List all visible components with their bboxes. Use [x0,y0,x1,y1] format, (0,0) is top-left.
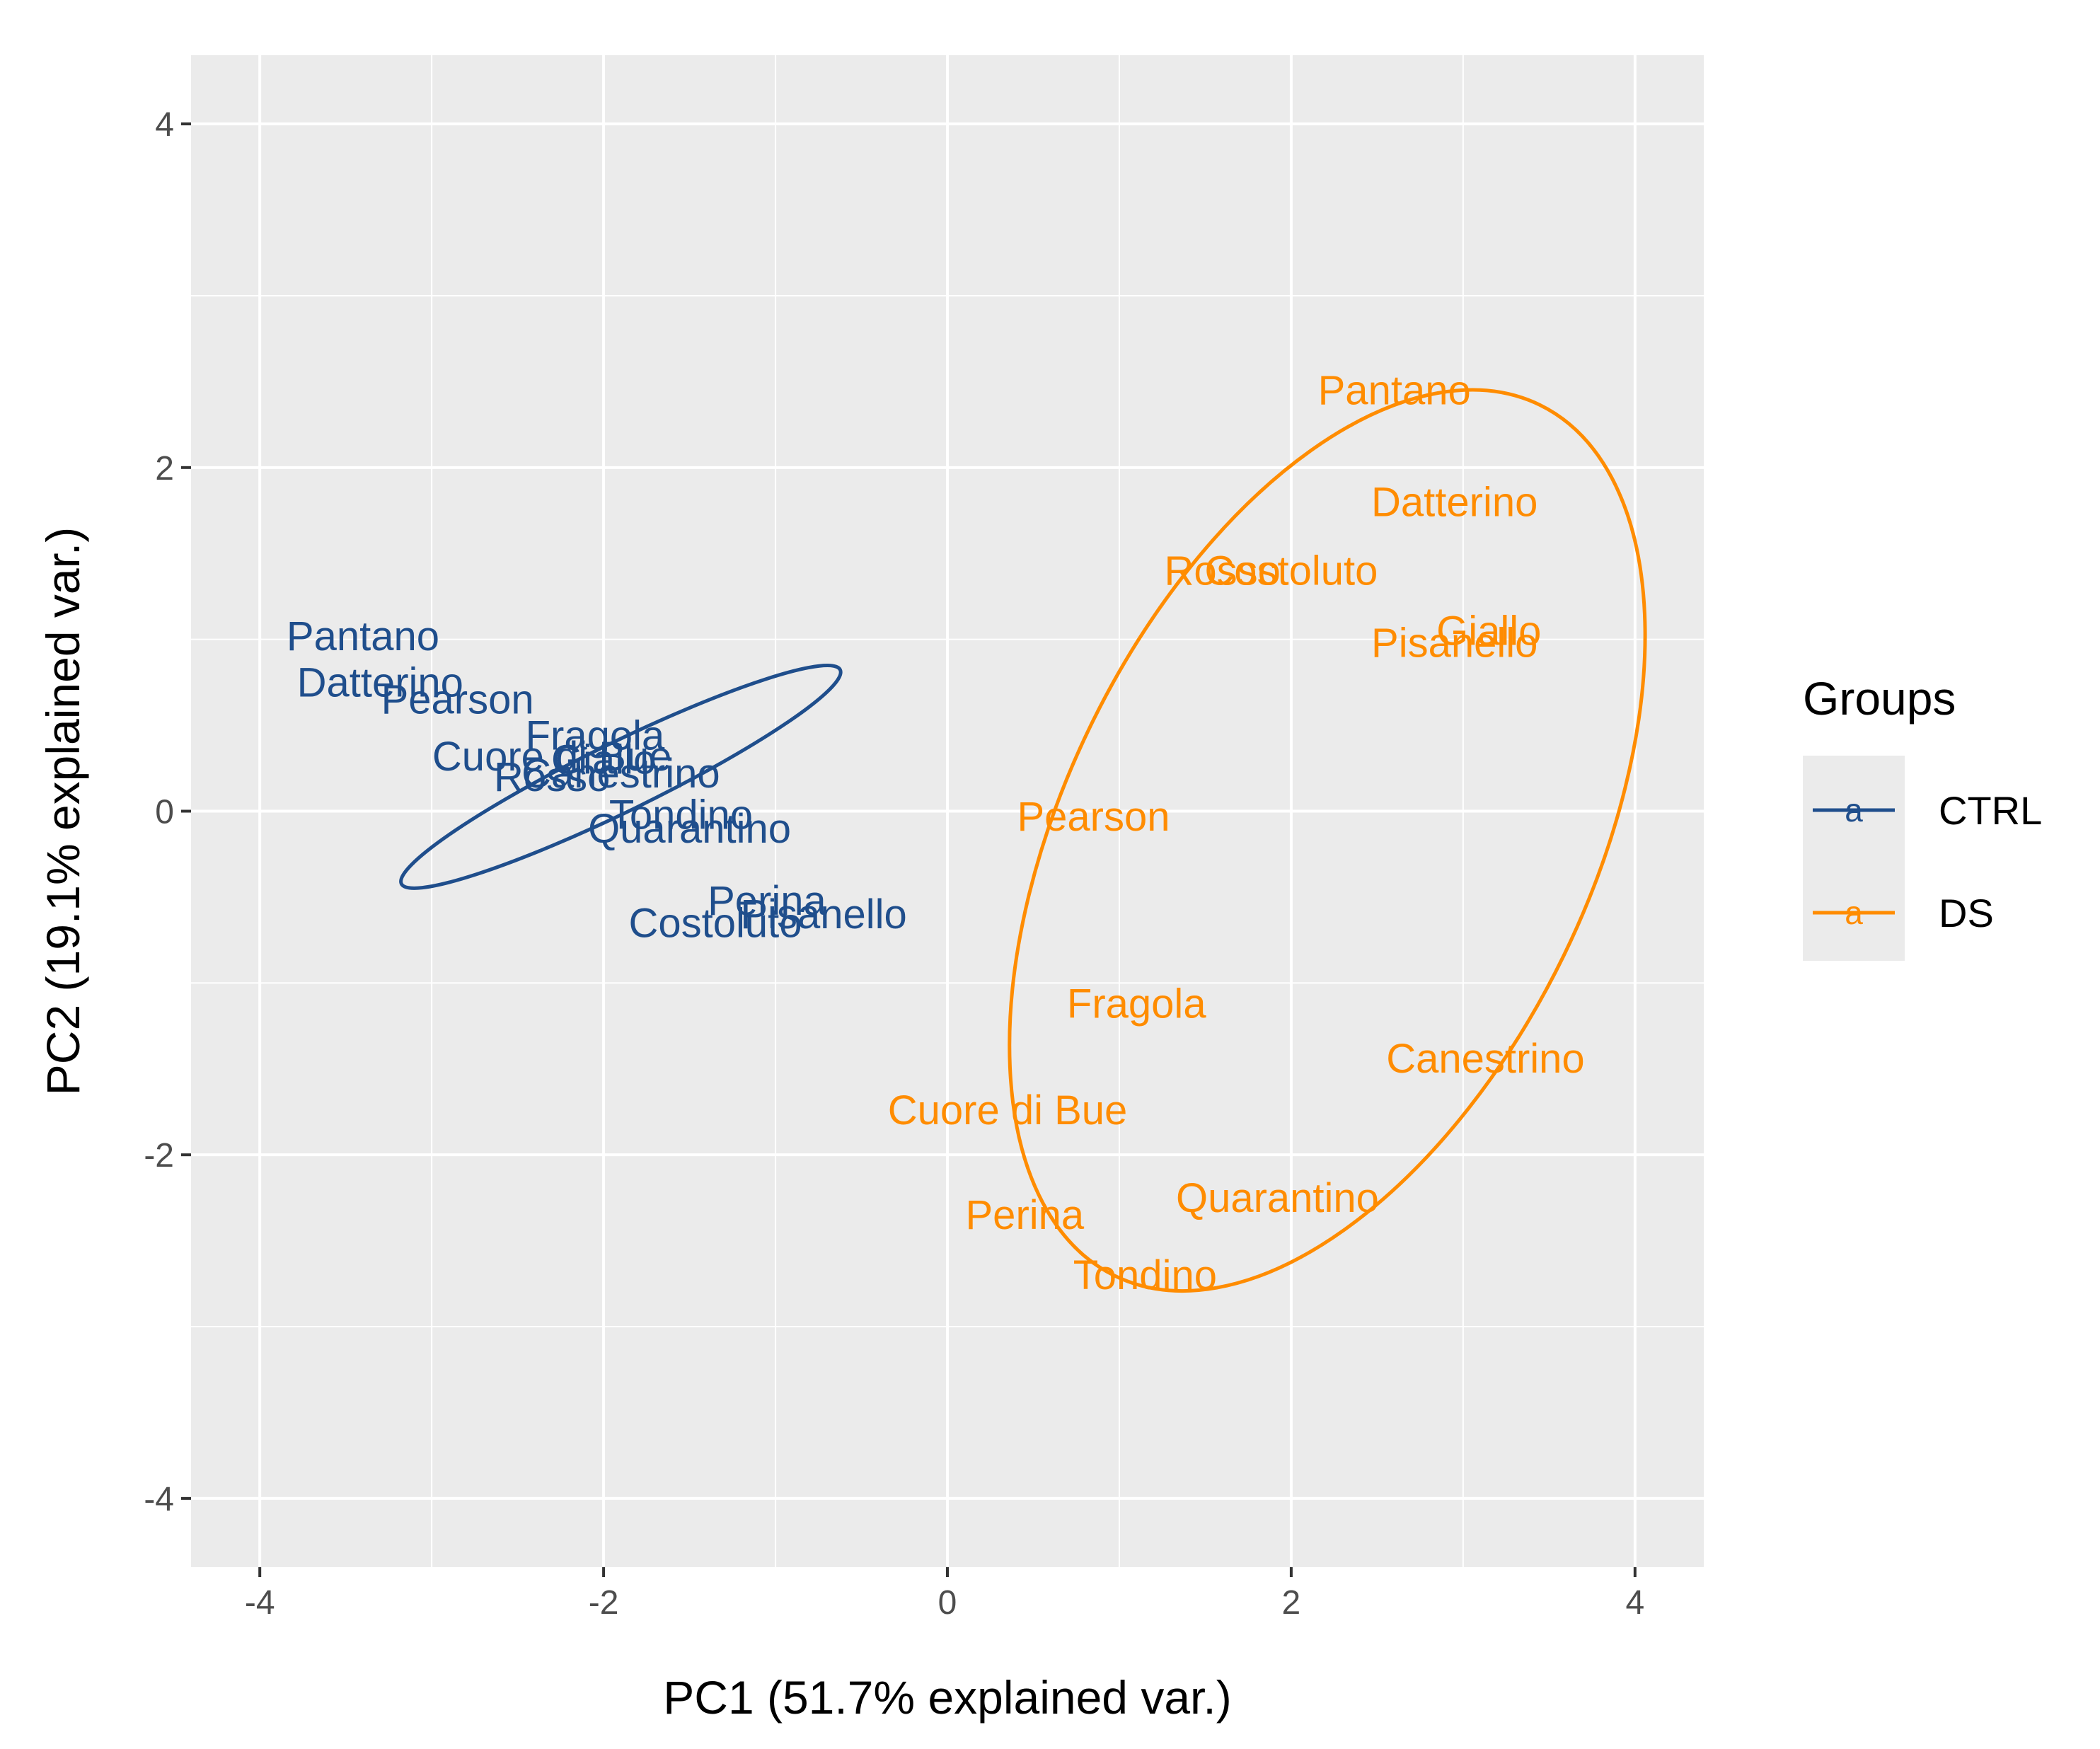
y-tick-label: -4 [144,1481,174,1518]
x-tick-labels: -4 -2 0 2 4 [245,1584,1644,1622]
y-tick-label: 4 [155,106,174,144]
point-label-ctrl: Canestrino [521,751,720,797]
point-label-ctrl: Perina [708,878,826,924]
point-label-ctrl: Pantano [287,613,439,659]
legend-key-glyph: a [1845,894,1863,931]
x-tick-label: 0 [938,1584,957,1622]
legend-key-glyph: a [1845,792,1863,829]
point-label-ctrl: Quarantino [588,806,791,852]
point-label-ds: Cuore di Bue [888,1087,1128,1133]
axis-ticks [181,122,1637,1577]
point-label-ds: Costoluto [1204,548,1378,594]
point-label-ds: Quarantino [1176,1175,1379,1221]
point-label-ctrl: Cuore di Bue [432,734,672,780]
point-label-ctrl: Rosso [494,754,610,800]
point-label-ctrl: Costoluto [628,900,802,946]
y-tick-label: 0 [155,794,174,831]
y-tick-label: -2 [144,1137,174,1174]
legend-entries: a CTRL a DS [1813,788,2042,935]
point-label-ctrl: Pearson [381,677,534,723]
point-label-ctrl: Pisanello [740,891,906,937]
y-tick-label: 2 [155,450,174,487]
ellipse-ctrl [399,664,843,890]
legend: Groups a CTRL a DS [1803,672,2042,961]
point-label-ds: Perina [966,1192,1085,1238]
point-label-ctrl: Giallo [551,737,656,783]
point-label-ds: Pearson [1017,794,1170,840]
point-label-ds: Datterino [1371,479,1538,525]
point-label-ds: Pantano [1318,368,1471,414]
point-label-ctrl: Tondino [609,792,753,838]
legend-title: Groups [1803,672,1956,725]
point-label-ds: Rosso [1165,548,1281,594]
legend-label: DS [1939,891,1994,935]
legend-entry-ds: a DS [1813,891,1994,935]
x-tick-label: -2 [589,1584,619,1622]
point-label-ds: Fragola [1067,981,1206,1027]
legend-keys-background [1803,756,1905,961]
x-tick-label: -4 [245,1584,275,1622]
point-label-ds: Giallo [1436,608,1541,654]
point-label-ds: Pisanello [1371,620,1538,666]
y-axis-title: PC2 (19.1% explained var.) [37,527,89,1095]
x-tick-label: 2 [1282,1584,1301,1622]
point-label-ds: Canestrino [1386,1036,1584,1082]
point-label-ctrl: Datterino [297,659,463,705]
x-axis-title: PC1 (51.7% explained var.) [663,1671,1231,1724]
legend-entry-ctrl: a CTRL [1813,788,2042,833]
legend-label: CTRL [1939,788,2042,833]
y-tick-labels: -4 -2 0 2 4 [144,106,174,1518]
x-tick-label: 4 [1625,1584,1644,1622]
major-gridlines [191,55,1704,1567]
point-label-ctrl: Fragola [526,713,665,759]
ellipse-ds [1008,388,1647,1293]
point-label-ds: Tondino [1073,1252,1217,1298]
confidence-ellipses [399,388,1647,1293]
